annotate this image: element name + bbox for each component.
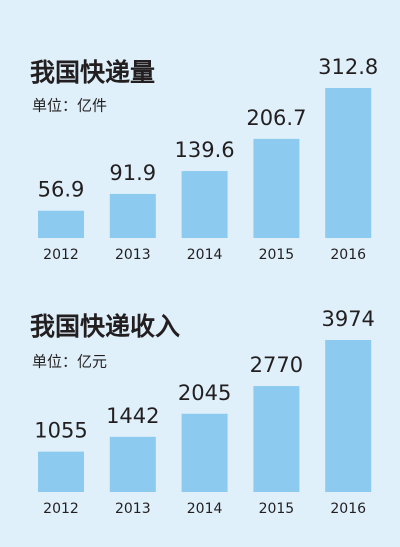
x-tick-label: 2014 — [187, 501, 223, 517]
chart-title: 我国快递收入 — [30, 312, 180, 341]
value-label: 312.8 — [318, 55, 378, 79]
x-tick-label: 2013 — [115, 247, 151, 263]
value-label: 1055 — [34, 419, 87, 443]
bar — [253, 386, 300, 492]
chart-subtitle: 单位：亿件 — [32, 97, 107, 115]
value-label: 206.7 — [246, 106, 306, 130]
value-label: 139.6 — [175, 138, 235, 162]
value-label: 56.9 — [38, 178, 85, 202]
chart-title: 我国快递量 — [30, 58, 155, 87]
bar — [253, 138, 300, 238]
x-tick-label: 2015 — [259, 501, 295, 517]
bar — [38, 210, 84, 238]
x-tick-label: 2013 — [115, 501, 151, 517]
value-label: 1442 — [106, 404, 159, 428]
bar — [181, 171, 228, 238]
x-tick-label: 2016 — [330, 247, 366, 263]
value-label: 2045 — [178, 381, 231, 405]
bar — [109, 436, 156, 492]
value-label: 3974 — [321, 307, 374, 331]
x-tick-label: 2016 — [330, 501, 366, 517]
bar — [325, 88, 372, 238]
chart-subtitle: 单位：亿元 — [32, 353, 107, 371]
x-tick-label: 2012 — [43, 501, 79, 517]
bar — [109, 193, 156, 238]
value-label: 91.9 — [109, 161, 156, 185]
value-label: 2770 — [250, 353, 303, 377]
x-tick-label: 2012 — [43, 247, 79, 263]
bar — [181, 413, 228, 492]
bar — [38, 451, 84, 492]
bar — [325, 340, 372, 492]
x-tick-label: 2014 — [187, 247, 223, 263]
x-tick-label: 2015 — [259, 247, 295, 263]
